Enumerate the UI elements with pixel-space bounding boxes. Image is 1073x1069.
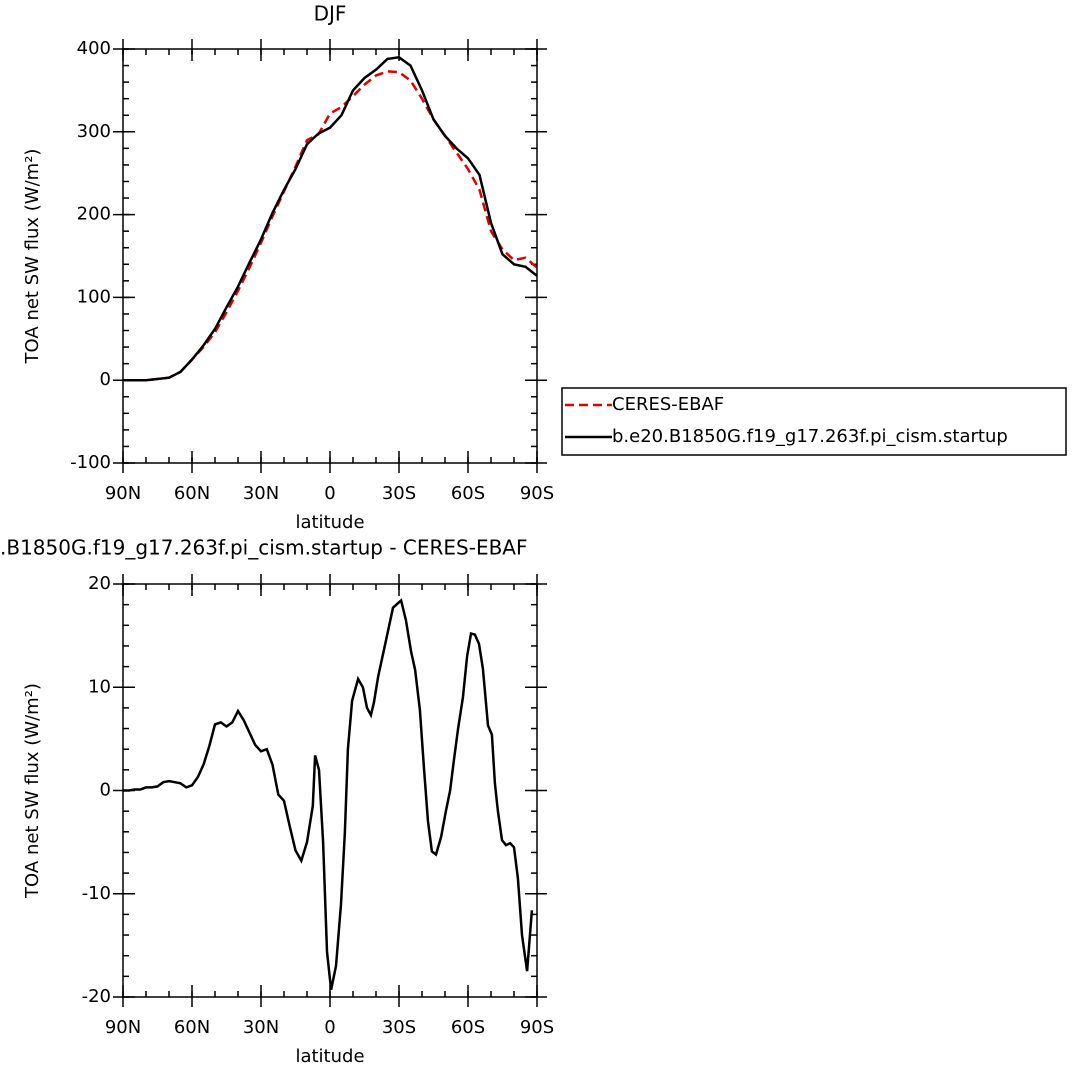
x-tick-label: 60S [451,483,485,504]
chart-title: .B1850G.f19_g17.263f.pi_cism.startup - C… [0,536,527,560]
y-tick-label: 200 [77,204,111,225]
legend-label: CERES-EBAF [612,394,724,415]
x-tick-label: 90S [520,1017,554,1038]
y-axis-label: TOA net SW flux (W/m²) [22,149,43,365]
y-tick-label: 0 [100,369,111,390]
chart-title: DJF [314,2,347,26]
x-tick-label: 0 [324,483,335,504]
legend-label: b.e20.B1850G.f19_g17.263f.pi_cism.startu… [612,426,1008,447]
data-line [123,55,538,382]
x-tick-label: 30N [243,1017,279,1038]
x-tick-label: 60N [174,1017,210,1038]
x-tick-label: 30N [243,483,279,504]
legend-box [561,387,1067,456]
x-tick-label: 90N [105,1017,141,1038]
y-tick-label: 400 [77,38,111,59]
plot-frame [122,48,538,464]
x-tick-label: 60N [174,483,210,504]
data-line [123,598,534,991]
y-tick-label: 100 [77,286,111,307]
y-tick-label: 0 [100,780,111,801]
y-tick-label: 300 [77,121,111,142]
y-tick-label: 20 [88,573,111,594]
x-tick-label: 90S [520,483,554,504]
data-line [123,70,538,382]
x-tick-label: 60S [451,1017,485,1038]
x-axis-label: latitude [295,1046,364,1067]
y-tick-label: 10 [88,676,111,697]
y-tick-label: -100 [70,452,111,473]
y-axis-label: TOA net SW flux (W/m²) [22,683,43,899]
x-tick-label: 30S [382,483,416,504]
y-tick-label: -10 [82,883,111,904]
x-axis-label: latitude [295,512,364,533]
y-tick-label: -20 [82,986,111,1007]
x-tick-label: 30S [382,1017,416,1038]
plot-frame [122,583,538,998]
x-tick-label: 90N [105,483,141,504]
x-tick-label: 0 [324,1017,335,1038]
